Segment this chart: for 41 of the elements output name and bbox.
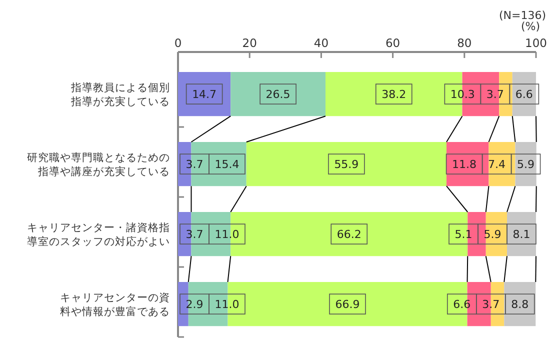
x-tick-label: 80 [457, 36, 472, 50]
bar [246, 142, 446, 186]
bar [504, 282, 536, 326]
data-label: 66.2 [336, 228, 362, 242]
bar [515, 142, 536, 186]
data-label: 15.4 [214, 158, 240, 172]
x-tick-label: 40 [314, 36, 329, 50]
data-label: 3.7 [482, 298, 500, 312]
x-tick-label: 20 [242, 36, 257, 50]
data-label: 11.8 [452, 158, 477, 172]
bar [446, 142, 489, 186]
data-label: 14.7 [192, 88, 217, 102]
y-tick-label: キャリアセンターの資料や情報が豊富である [60, 292, 170, 318]
data-label: 38.2 [382, 88, 406, 102]
bar [230, 72, 326, 116]
y-tick-label: キャリアセンター・諸資格指導室のスタッフの対応がよい [27, 221, 170, 248]
data-label: 5.9 [484, 228, 502, 242]
data-label: 3.7 [186, 158, 204, 172]
data-label: 6.6 [515, 88, 533, 102]
data-label: 2.9 [186, 298, 204, 312]
data-label: 26.5 [266, 88, 290, 102]
data-label: 7.4 [488, 158, 506, 172]
data-label: 66.9 [335, 298, 360, 312]
data-label: 8.8 [511, 298, 529, 312]
x-axis-title: (%) [520, 20, 540, 33]
bar [178, 72, 231, 116]
text: (N=136) [498, 9, 546, 22]
bar [488, 142, 516, 186]
data-label: 11.0 [214, 298, 240, 312]
bar [178, 282, 188, 326]
y-tick-label: 研究職や専門職となるための指導や講座が充実している [27, 151, 170, 178]
data-label: 3.7 [186, 228, 204, 242]
x-tick-label: 60 [385, 36, 400, 50]
data-label: 5.9 [517, 158, 535, 172]
x-tick-label: 100 [525, 36, 547, 50]
data-label: 8.1 [512, 228, 530, 242]
data-label: 3.7 [486, 88, 504, 102]
data-label: 11.0 [214, 228, 240, 242]
x-tick-label: 0 [174, 36, 182, 50]
data-label: 55.9 [334, 158, 359, 172]
y-tick-label: 指導教員による個別指導が充実している [70, 81, 170, 108]
